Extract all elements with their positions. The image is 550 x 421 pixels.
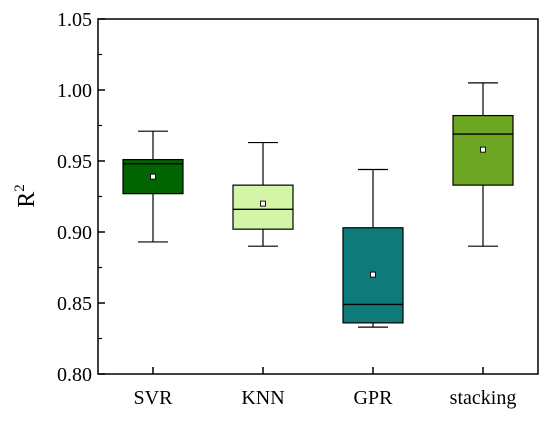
x-tick-label: GPR	[354, 387, 394, 409]
mean-marker	[480, 146, 486, 153]
y-tick-label: 0.95	[57, 151, 92, 173]
mean-marker	[260, 200, 266, 207]
boxes-layer	[122, 82, 514, 328]
box-KNN	[232, 141, 294, 247]
box-GPR	[342, 168, 404, 328]
y-tick-label: 1.00	[57, 80, 92, 102]
box-stacking	[452, 82, 514, 247]
iqr-box	[232, 184, 294, 230]
y-tick-label: 0.85	[57, 293, 92, 315]
box-SVR	[122, 130, 184, 243]
mean-marker	[150, 173, 156, 180]
y-axis-title: R2	[12, 184, 40, 208]
y-axis-title-base: R	[14, 192, 40, 208]
mean-marker	[370, 271, 376, 278]
plot-border	[97, 18, 539, 375]
y-axis-ticks: 0.80 0.85 0.90 0.95 1.00 1.05	[57, 9, 105, 386]
y-axis-title-superscript: 2	[12, 184, 28, 192]
y-tick-label: 0.80	[57, 364, 92, 386]
x-axis-labels: SVR KNN GPR stacking	[134, 367, 517, 409]
x-tick-label: stacking	[450, 387, 517, 409]
x-tick-label: SVR	[134, 387, 174, 409]
x-tick-label: KNN	[241, 387, 284, 409]
plot-frame	[97, 18, 539, 375]
y-tick-label: 0.90	[57, 222, 92, 244]
y-tick-label: 1.05	[57, 9, 92, 31]
